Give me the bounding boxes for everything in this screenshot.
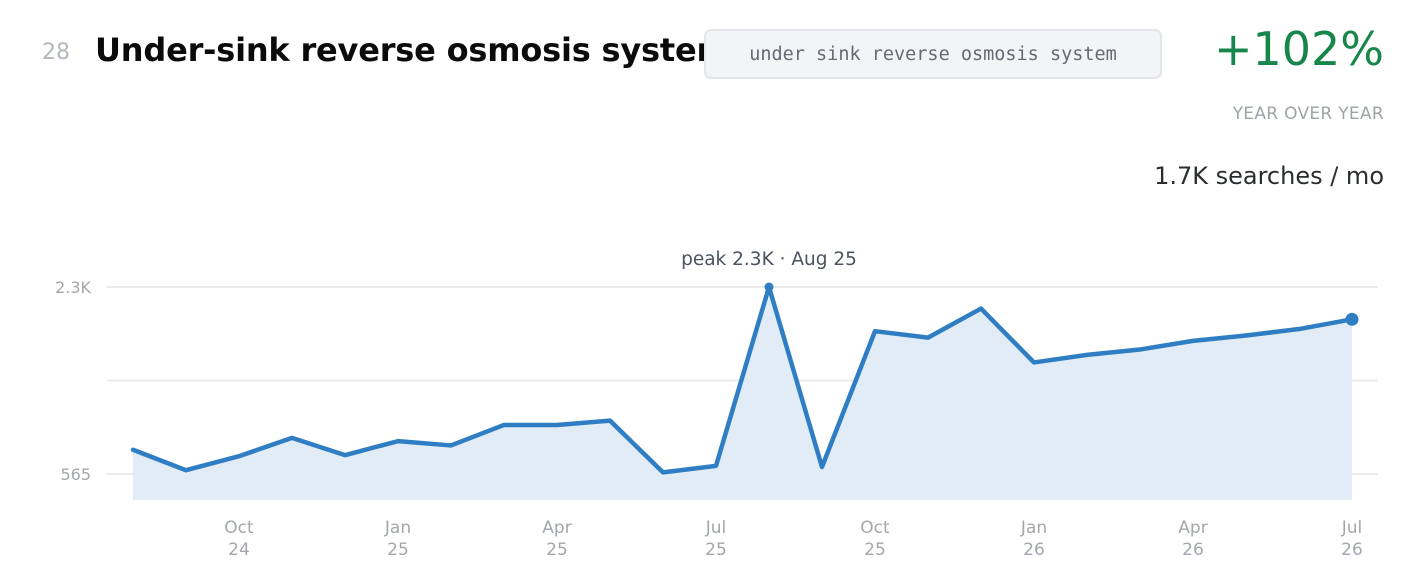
data-point bbox=[820, 464, 825, 469]
data-point bbox=[343, 453, 348, 458]
data-point bbox=[1297, 327, 1302, 332]
data-point bbox=[131, 447, 136, 452]
data-point bbox=[502, 422, 507, 427]
data-point bbox=[1138, 347, 1143, 352]
y-tick-label: 2.3K bbox=[55, 278, 91, 297]
x-tick-month: Apr bbox=[542, 518, 571, 538]
data-point bbox=[555, 422, 560, 427]
x-tick-year: 26 bbox=[1023, 540, 1045, 560]
peak-annotation: peak 2.3K · Aug 25 bbox=[681, 249, 857, 270]
x-tick-year: 24 bbox=[228, 540, 250, 560]
x-tick-year: 25 bbox=[705, 540, 727, 560]
series-area bbox=[133, 287, 1352, 500]
data-point bbox=[926, 335, 931, 340]
x-tick-month: Jan bbox=[1020, 518, 1047, 538]
data-point bbox=[1085, 352, 1090, 357]
data-point bbox=[1191, 338, 1196, 343]
x-tick-month: Jul bbox=[1341, 518, 1363, 538]
data-point bbox=[714, 463, 719, 468]
data-point bbox=[1244, 333, 1249, 338]
data-point bbox=[608, 418, 613, 423]
x-tick-month: Oct bbox=[224, 518, 254, 538]
search-volume: 1.7K searches / mo bbox=[1154, 162, 1384, 190]
data-point bbox=[661, 470, 666, 475]
x-tick-month: Apr bbox=[1178, 518, 1207, 538]
data-point bbox=[290, 435, 295, 440]
data-point bbox=[396, 439, 401, 444]
x-tick-year: 25 bbox=[864, 540, 886, 560]
growth-percentage: +102% bbox=[1213, 22, 1384, 76]
page-title: Under-sink reverse osmosis systems bbox=[95, 31, 749, 69]
data-point bbox=[979, 306, 984, 311]
series-line bbox=[130, 284, 1355, 475]
y-tick-label: 565 bbox=[60, 465, 91, 484]
data-point bbox=[184, 468, 189, 473]
rank-number: 28 bbox=[42, 40, 70, 65]
x-tick-month: Jan bbox=[384, 518, 411, 538]
x-tick-year: 26 bbox=[1182, 540, 1204, 560]
x-tick-year: 25 bbox=[387, 540, 409, 560]
x-tick-month: Oct bbox=[860, 518, 890, 538]
data-point bbox=[1032, 360, 1037, 365]
x-tick-year: 25 bbox=[546, 540, 568, 560]
x-tick-year: 26 bbox=[1341, 540, 1363, 560]
x-tick-month: Jul bbox=[705, 518, 727, 538]
peak-point bbox=[764, 282, 774, 292]
data-point bbox=[237, 454, 242, 459]
growth-label: YEAR OVER YEAR bbox=[1232, 104, 1384, 124]
latest-point bbox=[1345, 312, 1359, 326]
data-point bbox=[449, 443, 454, 448]
data-point bbox=[873, 329, 878, 334]
keyword-chip[interactable]: under sink reverse osmosis system bbox=[704, 29, 1162, 79]
